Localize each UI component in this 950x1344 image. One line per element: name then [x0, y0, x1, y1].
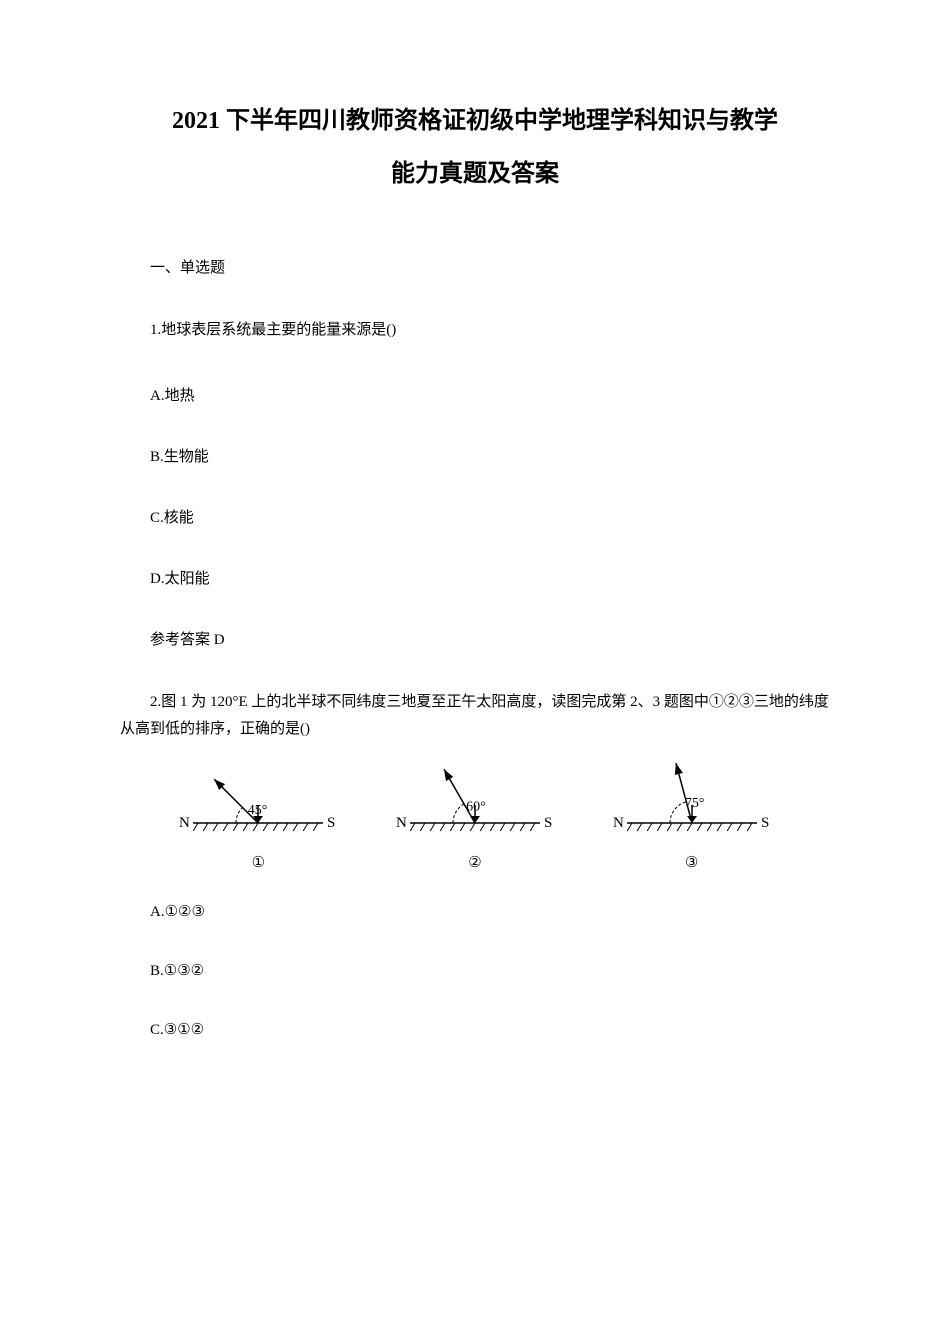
question-1-option-c: C.核能	[120, 506, 830, 527]
diagram-labels-row: ① ② ③	[120, 853, 830, 872]
question-1-answer: 参考答案 D	[120, 628, 830, 649]
question-1-text: 1.地球表层系统最主要的能量来源是()	[120, 317, 830, 344]
question-2-option-c: C.③①②	[120, 1020, 830, 1039]
question-2-option-a: A.①②③	[120, 902, 830, 921]
svg-text:N: N	[613, 815, 624, 831]
svg-text:45°: 45°	[248, 803, 268, 818]
question-1-option-b: B.生物能	[120, 445, 830, 466]
diagram-2: 60° N S	[385, 753, 565, 843]
svg-text:N: N	[179, 815, 190, 831]
diagrams-container: 45° N S 60° N S 75° N S	[120, 753, 830, 843]
title-line-1: 2021 下半年四川教师资格证初级中学地理学科知识与教学	[120, 100, 830, 143]
diagram-1-label: ①	[151, 853, 366, 872]
sun-angle-diagram-3: 75° N S	[602, 753, 782, 843]
diagram-3: 75° N S	[602, 753, 782, 843]
section-heading: 一、单选题	[120, 256, 830, 277]
sun-angle-diagram-1: 45° N S	[168, 753, 348, 843]
svg-text:S: S	[761, 815, 769, 831]
question-2-option-b: B.①③②	[120, 961, 830, 980]
question-2-text: 2.图 1 为 120°E 上的北半球不同纬度三地夏至正午太阳高度，读图完成第 …	[120, 689, 830, 743]
svg-text:60°: 60°	[466, 800, 486, 815]
sun-angle-diagram-2: 60° N S	[385, 753, 565, 843]
question-1-option-a: A.地热	[120, 384, 830, 405]
diagram-1: 45° N S	[168, 753, 348, 843]
question-1-option-d: D.太阳能	[120, 567, 830, 588]
svg-text:N: N	[396, 815, 407, 831]
svg-text:S: S	[544, 815, 552, 831]
svg-text:75°: 75°	[684, 796, 704, 811]
diagram-3-label: ③	[584, 853, 799, 872]
title-line-2: 能力真题及答案	[120, 153, 830, 196]
diagram-2-label: ②	[368, 853, 583, 872]
svg-text:S: S	[327, 815, 335, 831]
